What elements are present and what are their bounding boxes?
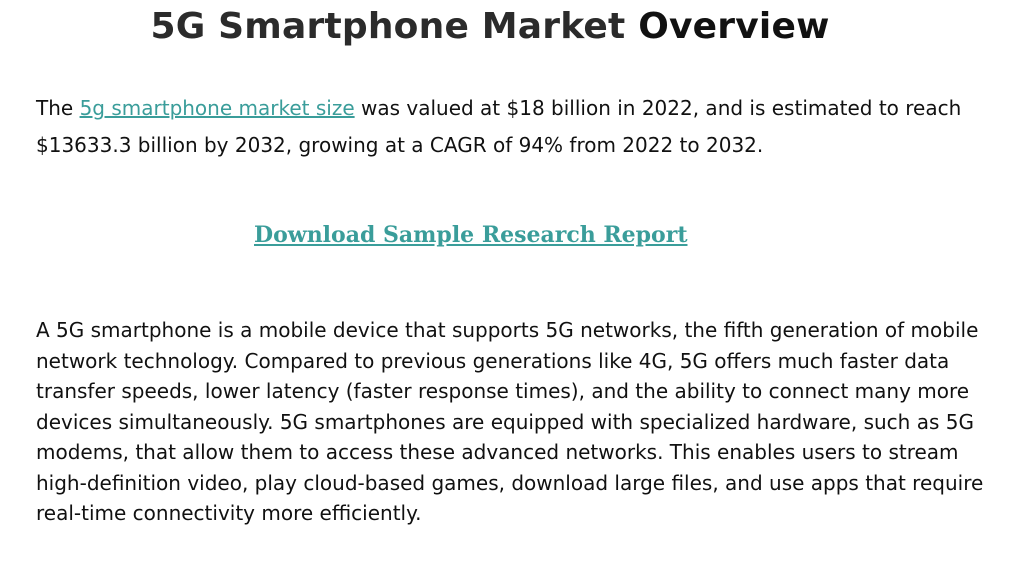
title-part-2: Overview	[638, 6, 830, 47]
intro-paragraph: The 5g smartphone market size was valued…	[36, 90, 996, 164]
page-title: 5G Smartphone Market Overview	[0, 6, 980, 47]
description-paragraph: A 5G smartphone is a mobile device that …	[36, 318, 984, 525]
title-part-1: 5G Smartphone Market	[150, 6, 626, 47]
intro-suffix: was valued at $18 billion in 2022, and i…	[36, 96, 962, 157]
intro-prefix: The	[36, 96, 80, 120]
download-sample-report-link[interactable]: Download Sample Research Report	[254, 222, 688, 248]
market-size-link[interactable]: 5g smartphone market size	[79, 96, 355, 120]
